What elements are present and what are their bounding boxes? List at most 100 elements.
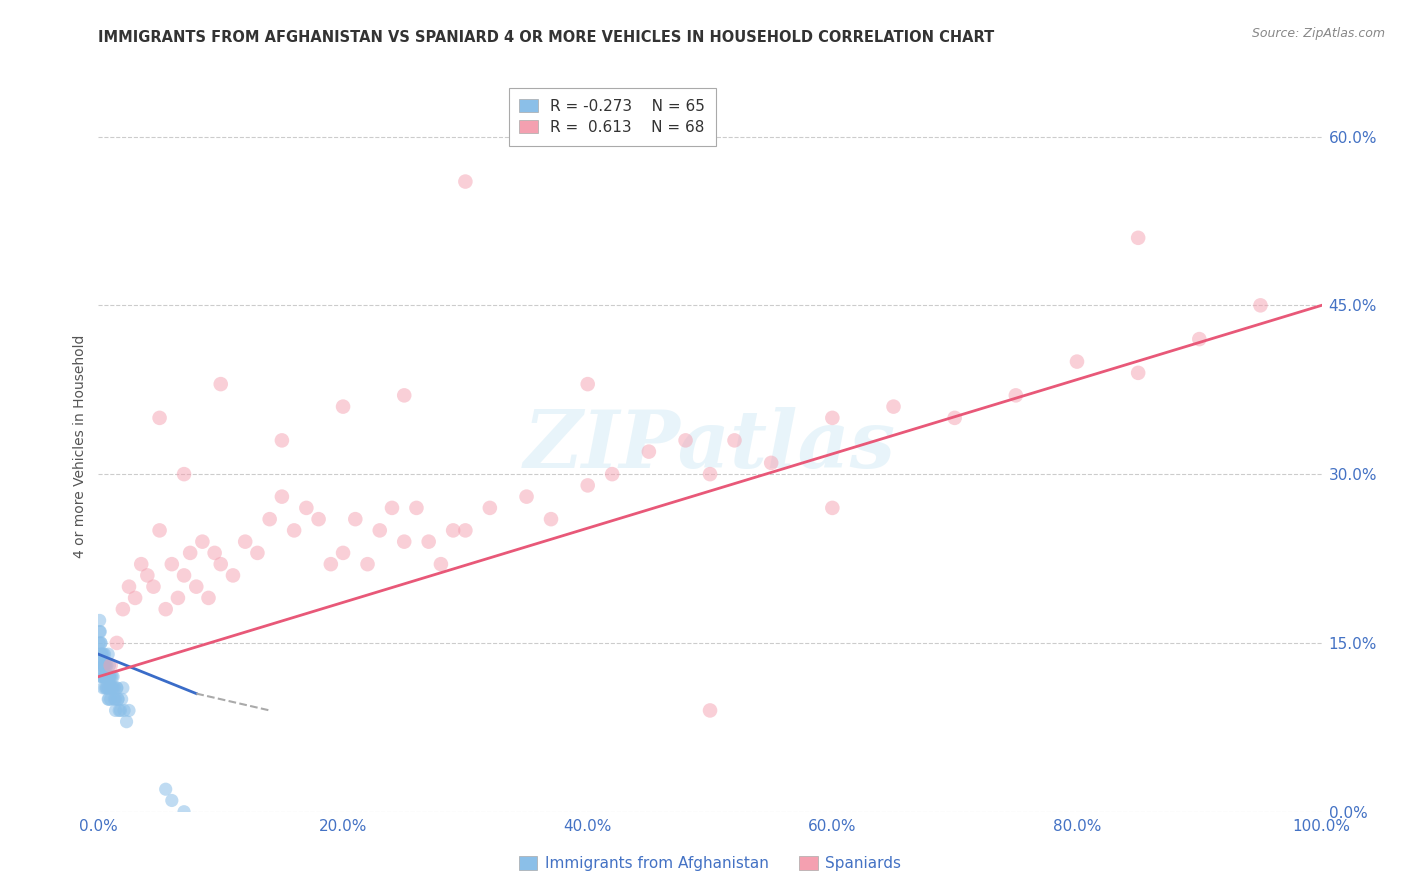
Point: [100, 670, 122, 684]
Point: [110, 703, 132, 717]
Point: [943, 410, 966, 425]
Point: [209, 377, 232, 392]
Point: [149, 524, 172, 538]
Text: ZIPatlas: ZIPatlas: [524, 408, 896, 484]
Point: [97, 647, 120, 661]
Point: [103, 692, 125, 706]
Point: [90, 647, 112, 661]
Point: [699, 703, 721, 717]
Text: IMMIGRANTS FROM AFGHANISTAN VS SPANIARD 4 OR MORE VEHICLES IN HOUSEHOLD CORRELAT: IMMIGRANTS FROM AFGHANISTAN VS SPANIARD …: [98, 29, 994, 45]
Point: [96, 681, 118, 695]
Point: [89, 658, 111, 673]
Point: [600, 467, 623, 482]
Point: [91, 647, 114, 661]
Point: [98, 658, 121, 673]
Point: [111, 692, 134, 706]
Point: [101, 681, 124, 695]
Point: [430, 557, 453, 571]
Point: [246, 546, 269, 560]
Point: [418, 534, 440, 549]
Point: [100, 692, 122, 706]
Point: [94, 681, 117, 695]
Point: [107, 692, 129, 706]
Point: [111, 602, 134, 616]
Point: [94, 658, 117, 673]
Point: [283, 524, 305, 538]
Point: [98, 681, 121, 695]
Point: [94, 670, 117, 684]
Point: [98, 670, 121, 684]
Point: [129, 557, 152, 571]
Point: [107, 692, 129, 706]
Point: [98, 670, 121, 684]
Point: [118, 580, 141, 594]
Point: [209, 557, 232, 571]
Point: [1188, 332, 1211, 346]
Point: [104, 692, 127, 706]
Point: [368, 524, 391, 538]
Point: [821, 410, 844, 425]
Point: [93, 658, 115, 673]
Point: [821, 500, 844, 515]
Point: [101, 681, 124, 695]
Point: [883, 400, 905, 414]
Y-axis label: 4 or more Vehicles in Household: 4 or more Vehicles in Household: [73, 334, 87, 558]
Point: [392, 534, 416, 549]
Point: [100, 681, 122, 695]
Point: [356, 557, 378, 571]
Point: [97, 692, 120, 706]
Point: [105, 681, 128, 695]
Point: [91, 681, 114, 695]
Point: [111, 681, 134, 695]
Point: [97, 692, 120, 706]
Point: [675, 434, 697, 448]
Point: [1128, 231, 1150, 245]
Point: [136, 568, 159, 582]
Point: [160, 557, 183, 571]
Point: [96, 681, 118, 695]
Point: [1250, 298, 1272, 312]
Point: [91, 658, 114, 673]
Point: [93, 658, 115, 673]
Point: [155, 602, 177, 616]
Point: [91, 658, 114, 673]
Point: [173, 467, 195, 482]
Point: [516, 490, 538, 504]
Point: [319, 557, 342, 571]
Point: [638, 444, 661, 458]
Point: [167, 591, 190, 605]
Point: [90, 636, 112, 650]
Point: [332, 546, 354, 560]
Point: [332, 400, 354, 414]
Point: [89, 624, 111, 639]
Point: [761, 456, 783, 470]
Point: [89, 647, 111, 661]
Point: [1004, 388, 1026, 402]
Point: [1128, 366, 1150, 380]
Point: [91, 670, 114, 684]
Point: [478, 500, 501, 515]
Point: [105, 636, 128, 650]
Point: [197, 591, 219, 605]
Point: [100, 658, 122, 673]
Point: [454, 524, 477, 538]
Point: [179, 546, 201, 560]
Point: [104, 703, 127, 717]
Point: [381, 500, 404, 515]
Point: [392, 388, 416, 402]
Point: [295, 500, 318, 515]
Point: [90, 636, 112, 650]
Point: [93, 670, 115, 684]
Point: [149, 410, 172, 425]
Point: [186, 580, 208, 594]
Point: [97, 681, 120, 695]
Point: [454, 175, 477, 189]
Point: [191, 534, 214, 549]
Point: [699, 467, 721, 482]
Point: [115, 714, 138, 729]
Legend: Immigrants from Afghanistan, Spaniards: Immigrants from Afghanistan, Spaniards: [513, 850, 907, 877]
Point: [259, 512, 281, 526]
Point: [87, 636, 110, 650]
Point: [89, 614, 111, 628]
Point: [723, 434, 745, 448]
